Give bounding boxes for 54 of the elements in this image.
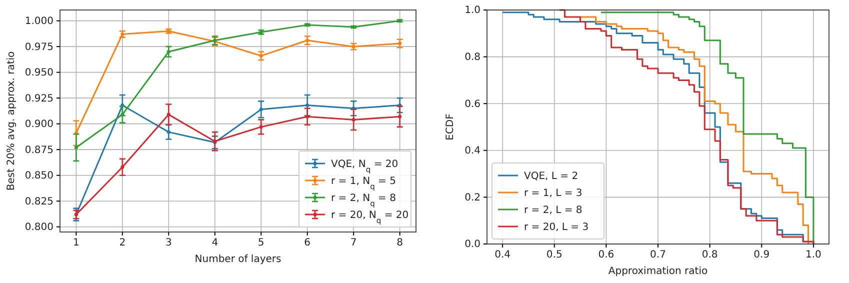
x-tick-label: 3	[165, 238, 172, 249]
legend-label: r = 1, L = 3	[524, 188, 582, 199]
legend-label: VQE, N$_{q}$ = 20	[331, 159, 398, 174]
y-tick-label: 1.000	[24, 16, 54, 28]
y-tick-label: 0.0	[464, 239, 480, 250]
point	[259, 125, 263, 129]
y-tick-label: 0.950	[24, 68, 54, 79]
point	[306, 104, 310, 108]
x-axis-title: Approximation ratio	[608, 266, 708, 277]
y-tick-label: 0.825	[24, 196, 54, 208]
y-tick-label: 0.850	[24, 170, 54, 182]
point	[166, 130, 170, 134]
x-tick-label: 1.0	[806, 250, 822, 261]
x-tick-label: 0.5	[546, 250, 562, 261]
x-tick-label: 0.4	[494, 250, 510, 261]
x-tick-label: 0.7	[650, 250, 666, 261]
point	[74, 146, 78, 150]
point	[166, 112, 170, 116]
point	[166, 50, 170, 54]
y-tick-label: 0.900	[24, 119, 54, 130]
legend-label: VQE, L = 2	[524, 171, 578, 182]
x-axis-title: Number of layers	[194, 254, 282, 265]
y-tick-label: 0.4	[464, 146, 480, 157]
y-tick-label: 0.2	[464, 192, 480, 204]
point	[398, 114, 402, 118]
legend-label: r = 20, N$_{q}$ = 20	[331, 210, 409, 224]
x-tick-label: 0.6	[598, 250, 614, 261]
point	[306, 114, 310, 118]
legend-label: r = 20, L = 3	[524, 222, 589, 233]
y-tick-label: 0.6	[464, 98, 480, 110]
y-tick-label: 1.0	[464, 5, 480, 16]
point	[120, 112, 124, 116]
point	[259, 108, 263, 112]
legend-label: r = 2, N$_{q}$ = 8	[331, 193, 396, 208]
y-tick-label: 0.925	[24, 93, 54, 104]
x-tick-label: 7	[350, 238, 357, 249]
x-tick-label: 4	[212, 238, 218, 249]
y-tick-label: 0.8	[464, 52, 480, 63]
x-tick-label: 5	[258, 238, 264, 249]
x-tick-label: 1	[72, 238, 80, 249]
x-tick-label: 0.9	[754, 250, 770, 261]
legend-label: r = 1, N$_{q}$ = 5	[331, 176, 396, 190]
y-tick-label: 0.800	[24, 222, 54, 234]
x-tick-label: 2	[119, 238, 126, 249]
x-tick-label: 0.8	[702, 250, 718, 261]
y-axis-title: Best 20% avg. approx. ratio	[6, 51, 17, 191]
y-tick-label: 0.875	[24, 144, 54, 156]
point	[352, 118, 356, 122]
x-tick-label: 6	[304, 238, 311, 249]
point	[120, 165, 124, 169]
legend-label: r = 2, L = 8	[524, 205, 582, 216]
y-axis-title: ECDF	[445, 113, 456, 140]
y-tick-label: 0.975	[24, 42, 54, 53]
x-tick-label: 8	[396, 238, 404, 249]
